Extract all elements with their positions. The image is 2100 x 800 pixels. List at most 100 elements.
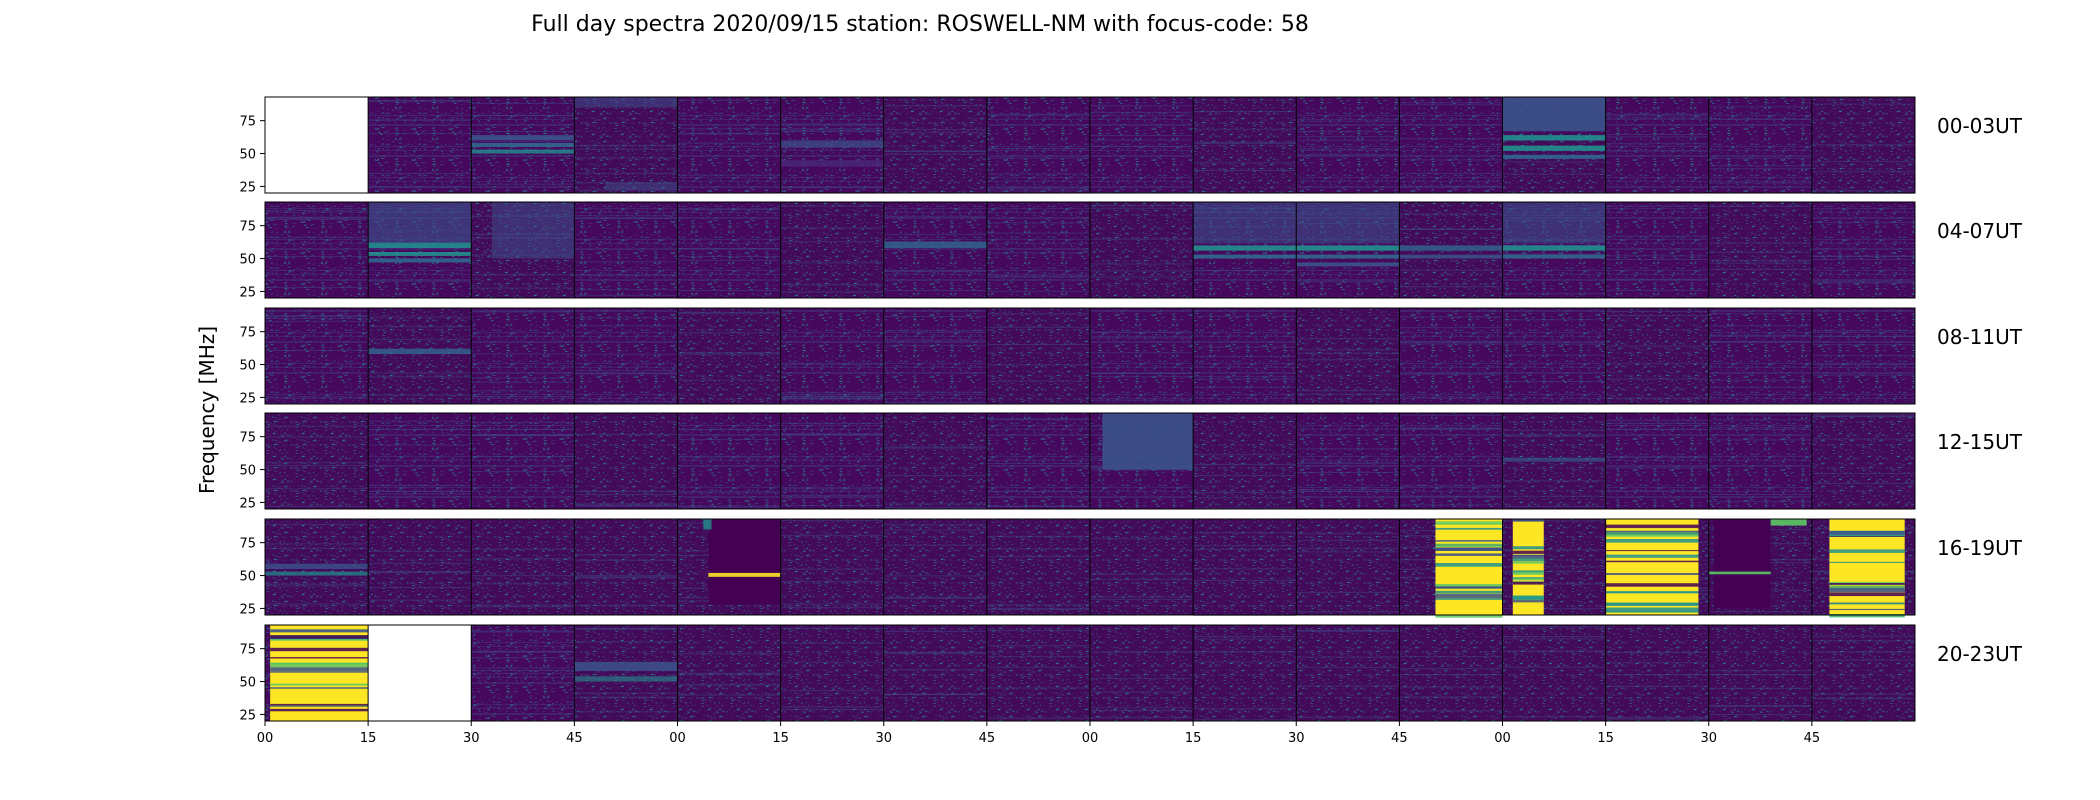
emission-band bbox=[708, 572, 781, 577]
x-tick-label: 15 bbox=[1597, 731, 1614, 746]
spectra-row-20-23UT: 75 50 25 20-23UT bbox=[239, 624, 2023, 723]
spectrum-background bbox=[265, 308, 369, 404]
emission-band bbox=[265, 571, 369, 576]
spectrum-background bbox=[1090, 625, 1194, 721]
emission-band bbox=[471, 149, 575, 154]
spectrum-tile bbox=[1811, 97, 1915, 194]
spectrum-tile bbox=[1193, 625, 1297, 721]
spectrum-tile bbox=[1605, 202, 1709, 298]
spectrum-tile bbox=[265, 97, 369, 193]
emission-band bbox=[780, 140, 884, 147]
spectrum-background bbox=[883, 625, 987, 721]
x-tick-label: 15 bbox=[772, 731, 789, 746]
y-tick-label: 75 bbox=[239, 643, 256, 658]
spectrum-tile bbox=[1708, 625, 1812, 721]
spectrum-background bbox=[1193, 519, 1297, 615]
spectrum-tile bbox=[1811, 413, 1915, 509]
spectrum-background bbox=[1193, 413, 1297, 509]
spectrum-tile bbox=[1090, 519, 1194, 615]
spectrum-tile bbox=[471, 519, 575, 615]
spectra-row-16-19UT: 75 50 25 16-19UT bbox=[239, 518, 2023, 618]
panel-frame bbox=[264, 96, 1916, 194]
spectrum-tile bbox=[986, 413, 1090, 509]
x-tick-label: 30 bbox=[1700, 731, 1717, 746]
spectrum-background bbox=[1708, 625, 1812, 721]
x-tick-label: 30 bbox=[875, 731, 892, 746]
emission-band bbox=[780, 160, 884, 167]
spectra-row-08-11UT: 75 50 25 08-11UT bbox=[239, 307, 2023, 406]
spectrum-background bbox=[1811, 202, 1915, 298]
spectrum-tile bbox=[677, 413, 781, 509]
x-tick-label: 30 bbox=[463, 731, 480, 746]
spectrum-background bbox=[883, 519, 987, 615]
spectrum-background bbox=[986, 625, 1090, 721]
emission-band bbox=[1102, 413, 1194, 470]
spectrum-tile bbox=[1708, 413, 1812, 509]
spectrum-tile bbox=[1296, 519, 1400, 615]
x-tick-label: 45 bbox=[1391, 731, 1408, 746]
emission-band bbox=[368, 258, 472, 263]
spectrum-tile bbox=[1605, 308, 1709, 404]
emission-band bbox=[1502, 202, 1606, 243]
spectra-row-00-03UT: 75 50 25 00-03UT bbox=[239, 96, 2023, 195]
spectrum-tile bbox=[574, 97, 678, 193]
spectrum-background bbox=[1296, 97, 1400, 193]
spectrum-tile bbox=[677, 97, 781, 193]
y-tick-label: 25 bbox=[239, 285, 256, 300]
emission-band bbox=[368, 202, 472, 243]
spectrum-background bbox=[1605, 625, 1709, 721]
spectrum-tile bbox=[883, 625, 987, 721]
spectrum-tile bbox=[1708, 519, 1812, 615]
spectrum-tile bbox=[574, 202, 678, 298]
spectrum-tile bbox=[1193, 413, 1297, 509]
emission-band bbox=[368, 348, 472, 355]
spectrum-background bbox=[677, 413, 781, 509]
spectrum-tile bbox=[1502, 519, 1606, 615]
emission-band bbox=[368, 251, 472, 256]
spectrum-tile bbox=[1090, 308, 1194, 404]
spectrum-background bbox=[368, 413, 472, 509]
x-tick-label: 00 bbox=[1494, 731, 1511, 746]
emission-band bbox=[368, 242, 472, 249]
spectrum-tile bbox=[780, 519, 884, 615]
spectrum-tile bbox=[1296, 413, 1400, 509]
emission-band bbox=[1193, 254, 1297, 259]
spectrum-tile bbox=[1811, 519, 1915, 618]
spectrum-background bbox=[471, 625, 575, 721]
panel-frame bbox=[264, 518, 1916, 616]
emission-band bbox=[703, 519, 712, 530]
spectrum-tile bbox=[1090, 625, 1194, 721]
spectrum-background bbox=[677, 97, 781, 193]
y-tick-label: 50 bbox=[239, 676, 256, 691]
spectrum-background bbox=[1193, 625, 1297, 721]
spectrum-tile bbox=[1296, 97, 1400, 193]
emission-band bbox=[1296, 262, 1400, 267]
spectrum-tile bbox=[1502, 308, 1606, 405]
spectrum-background bbox=[265, 202, 369, 298]
spectrum-tile bbox=[1193, 97, 1297, 193]
spectrum-tile bbox=[986, 202, 1090, 298]
spectrum-tile bbox=[1708, 308, 1812, 404]
spectrum-background bbox=[780, 202, 884, 298]
spectrum-background bbox=[574, 413, 678, 509]
x-tick-label: 30 bbox=[1288, 731, 1305, 746]
spectrum-background bbox=[368, 308, 472, 404]
emission-band bbox=[1193, 202, 1297, 243]
spectrum-tile bbox=[1502, 625, 1606, 721]
spectrum-tile bbox=[986, 519, 1090, 615]
row-label: 16-19UT bbox=[1937, 536, 2023, 560]
emission-band bbox=[1296, 202, 1400, 243]
spectrum-tile bbox=[574, 519, 678, 615]
y-tick-label: 25 bbox=[239, 602, 256, 617]
spectrum-background bbox=[677, 202, 781, 298]
spectrum-background bbox=[1708, 202, 1812, 298]
row-label: 04-07UT bbox=[1937, 219, 2023, 243]
spectrum-tile bbox=[883, 413, 987, 509]
spectrum-background bbox=[1090, 519, 1194, 615]
spectrum-tile bbox=[677, 202, 781, 299]
spectrum-tile bbox=[471, 413, 575, 509]
emission-band bbox=[1296, 254, 1400, 259]
spectrum-background bbox=[1605, 202, 1709, 298]
emission-band bbox=[1502, 154, 1606, 159]
